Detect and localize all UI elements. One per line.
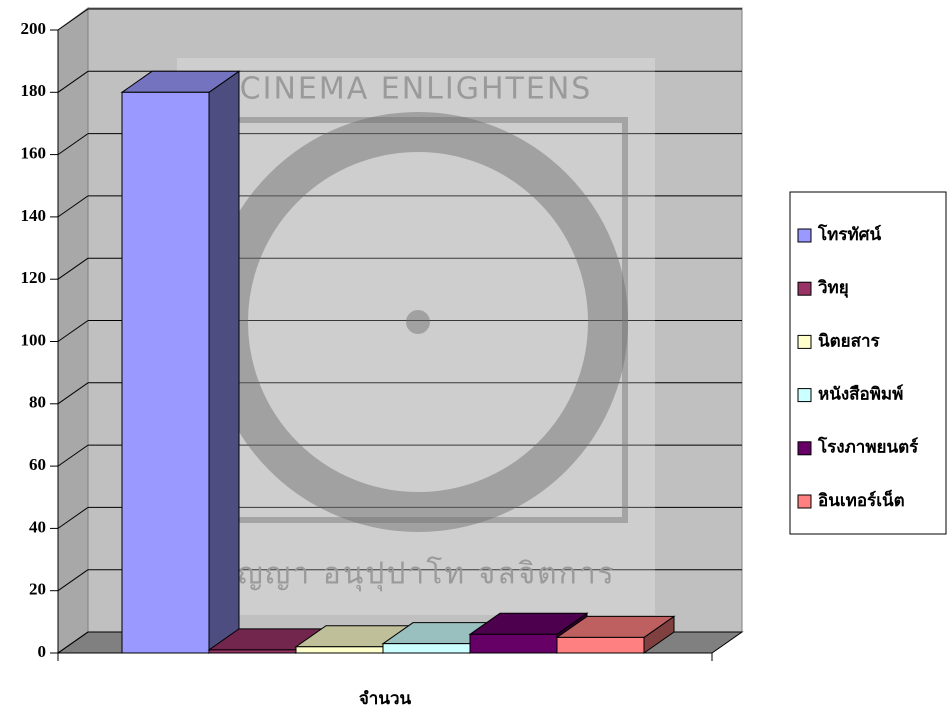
watermark-bottom: ปุญญา อนุปุปาโท จลจิตการ [216,556,616,593]
bar [469,633,558,654]
bar [121,91,210,654]
grid-line [57,133,89,156]
grid-line [57,569,89,592]
watermark-top: CINEMA ENLIGHTENS [240,72,593,107]
bar [382,643,471,654]
y-tick-label: 100 [21,330,47,349]
y-tick-label: 160 [21,144,47,163]
y-tick-label: 120 [21,268,47,287]
legend-label: โรงภาพยนตร์ [817,437,919,457]
legend-swatch [797,388,812,403]
legend-swatch [797,441,812,456]
y-tick-label: 200 [21,19,47,38]
y-tick-label: 40 [29,517,46,536]
legend-swatch [797,494,812,509]
bar [556,636,645,654]
grid-line [57,506,89,529]
legend-label: วิทยุ [818,278,849,298]
legend-swatch [797,281,812,296]
watermark: CINEMA ENLIGHTENS ปุญญา อนุปุปาโท จลจิตก… [177,58,655,615]
legend-swatch [797,228,812,243]
grid-line [57,631,89,654]
bar [208,649,297,654]
y-tick-label: 140 [21,206,47,225]
grid-line [57,444,89,467]
y-tick-label: 60 [29,455,46,474]
legend-swatch [797,334,812,349]
watermark-hub [406,310,430,334]
bar [295,646,384,654]
grid-line [57,320,89,342]
grid-line [57,70,89,93]
legend-label: หนังสือพิมพ์ [818,384,903,404]
x-tick-label: จำนวน [359,689,412,708]
legend-label: โทรทัศน์ [817,224,881,244]
legend-label: อินเทอร์เน็ต [818,488,905,510]
legend [789,191,947,535]
legend-label: นิตยสาร [818,331,881,350]
grid-line [57,257,89,280]
grid-line [57,8,89,31]
bar-side [208,70,240,654]
grid-line [57,382,89,405]
y-tick-label: 180 [21,81,47,100]
grid-line [57,195,89,218]
y-tick-label: 80 [29,393,46,412]
y-tick-label: 0 [38,642,47,661]
y-tick-label: 20 [29,580,46,599]
